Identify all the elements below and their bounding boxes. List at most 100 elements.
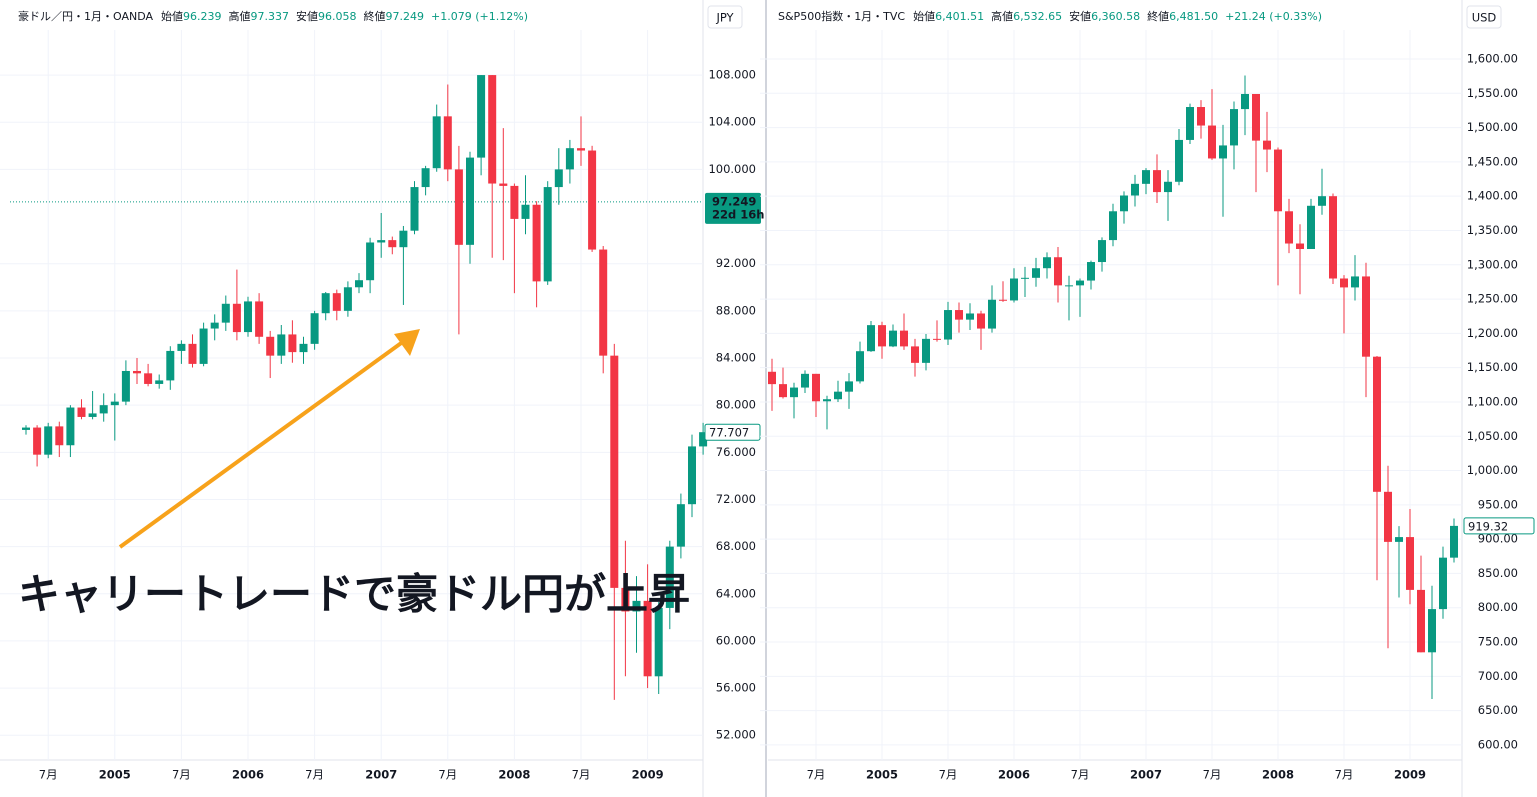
candle-body [55, 426, 64, 446]
candle-body [1109, 211, 1117, 241]
quote-label: 始値 [161, 10, 184, 23]
candle-body [133, 370, 141, 374]
annotation-arrowhead [394, 329, 420, 356]
candle-body [676, 504, 685, 547]
candle-body [1252, 93, 1260, 141]
candle-body [1373, 356, 1381, 492]
candle-body [654, 607, 663, 677]
candle-body [1417, 589, 1425, 653]
candle-body [388, 240, 397, 248]
quote-label: 終値 [363, 10, 386, 23]
candle-body [933, 338, 941, 340]
x-tick-label: 2009 [632, 768, 664, 782]
candle-body [801, 373, 809, 388]
candle-body [1087, 262, 1095, 281]
candle-body [1021, 277, 1029, 279]
candle-body [1263, 140, 1271, 150]
candle-body [1098, 240, 1106, 263]
candle-body [1450, 525, 1458, 558]
candle-body [77, 407, 86, 417]
candle-body [1153, 170, 1161, 193]
y-tick-label: 1,100.00 [1467, 394, 1518, 408]
candle-body [688, 446, 696, 505]
candle-body [199, 328, 208, 364]
candle-body [377, 240, 386, 243]
candle-body [44, 426, 53, 455]
y-tick-label: 1,200.00 [1467, 326, 1518, 340]
x-tick-label: 2008 [498, 768, 530, 782]
candle-body [399, 230, 408, 248]
y-tick-label: 650.00 [1478, 703, 1518, 717]
candle-body [255, 301, 264, 337]
candle-body [1296, 243, 1304, 250]
current-price-label: 97.249 [712, 194, 756, 208]
candle-body [210, 322, 219, 329]
candle-body [321, 293, 330, 314]
candle-body [1230, 109, 1238, 146]
quote-value: 6,532.65 [1013, 10, 1063, 23]
candle-body [1219, 145, 1227, 159]
quote-label: 高値 [991, 10, 1014, 23]
candle-body [643, 600, 652, 677]
y-tick-label: 92.000 [716, 256, 756, 270]
x-tick-label: 7月 [572, 768, 591, 782]
candle-body [510, 185, 519, 219]
candle-body [499, 183, 508, 186]
y-tick-label: 1,600.00 [1467, 52, 1518, 66]
x-tick-label: 2006 [998, 768, 1030, 782]
candle-body [588, 150, 597, 250]
y-tick-label: 84.000 [716, 351, 756, 365]
candle-body [443, 116, 452, 170]
candle-body [878, 325, 886, 347]
candle-body [432, 116, 441, 169]
annotation-arrow [118, 339, 406, 549]
y-tick-label: 1,450.00 [1467, 154, 1518, 168]
quote-label: 安値 [296, 10, 319, 23]
currency-label: USD [1472, 11, 1497, 25]
candle-body [332, 293, 341, 311]
candle-body [144, 373, 153, 384]
candle-body [577, 148, 585, 151]
price-change: +1.079 (+1.12%) [431, 10, 528, 23]
candle-body [310, 313, 319, 344]
candle-body [1428, 609, 1436, 653]
candle-body [188, 343, 197, 364]
candle-body [410, 187, 419, 231]
quote-value: 6,360.58 [1091, 10, 1141, 23]
quote-label: 始値 [913, 10, 936, 23]
candle-body [1197, 107, 1205, 126]
y-tick-label: 1,500.00 [1467, 120, 1518, 134]
candle-body [889, 330, 897, 347]
candle-body [665, 546, 674, 608]
x-tick-label: 7月 [1203, 768, 1222, 782]
candle-body [532, 204, 541, 282]
candle-body [22, 427, 30, 430]
candle-body [1065, 285, 1073, 287]
y-tick-label: 1,000.00 [1467, 463, 1518, 477]
candle-body [488, 75, 497, 184]
y-tick-label: 750.00 [1478, 635, 1518, 649]
candle-body [610, 355, 619, 588]
x-tick-label: 7月 [1335, 768, 1354, 782]
candle-body [110, 401, 119, 406]
x-tick-label: 2006 [232, 768, 264, 782]
x-tick-label: 2008 [1262, 768, 1294, 782]
candle-body [299, 343, 308, 353]
y-tick-label: 700.00 [1478, 669, 1518, 683]
candle-body [1329, 196, 1337, 279]
candle-body [88, 413, 97, 417]
candle-body [221, 303, 230, 323]
quote-label: 高値 [228, 10, 251, 23]
candle-body [856, 351, 864, 382]
candle-body [1175, 139, 1183, 182]
y-tick-label: 64.000 [716, 586, 756, 600]
candle-body [1164, 181, 1172, 193]
quote-value: 96.239 [183, 10, 222, 23]
quote-value: 96.058 [318, 10, 357, 23]
candle-body [1186, 107, 1194, 140]
candle-body [288, 334, 297, 353]
y-tick-label: 100.000 [708, 162, 756, 176]
